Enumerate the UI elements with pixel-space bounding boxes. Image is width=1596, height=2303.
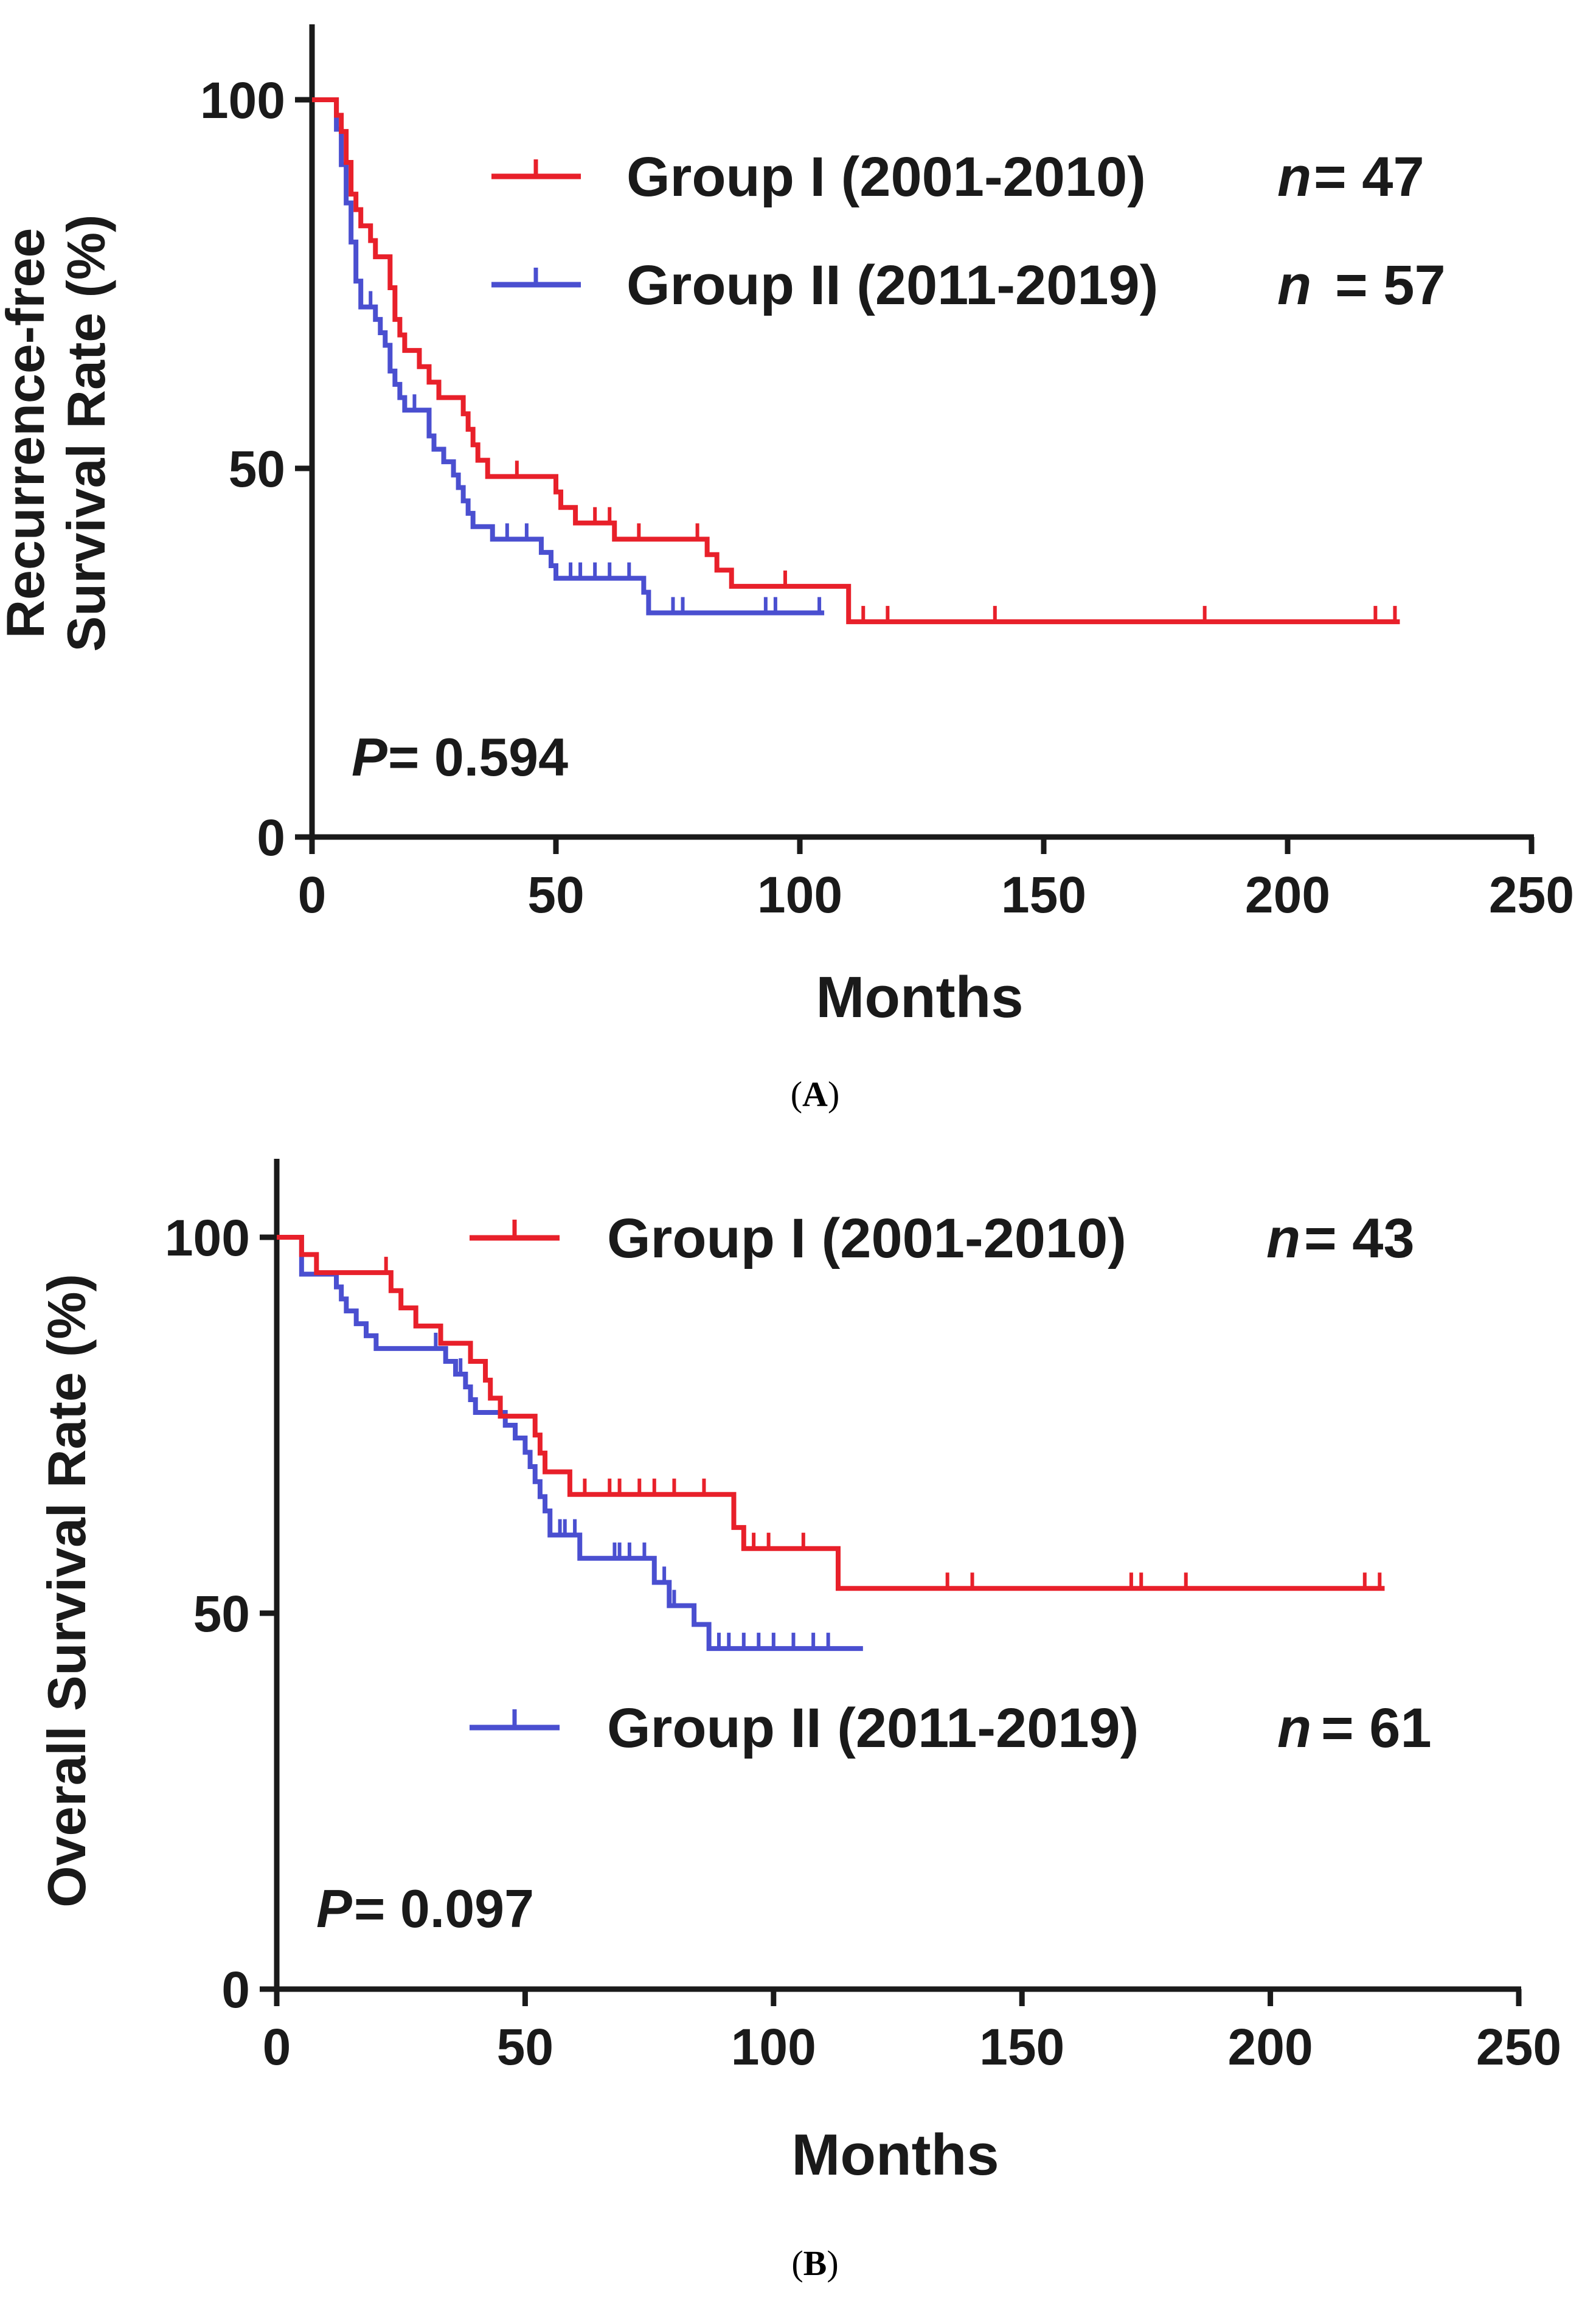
panel-b-curves	[277, 1235, 1385, 1652]
panel-b-y-tick-label: 100	[165, 1209, 250, 1266]
panel-a-legend: Group I (2001-2010) n = 47 Group II (201…	[491, 146, 1446, 316]
panel-a-km-curve-group1	[312, 97, 1400, 625]
panel-a-x-tick-label: 200	[1245, 866, 1330, 923]
panel-a-p-value: = 0.594	[388, 727, 568, 787]
panel-a-caption: (A)	[791, 1074, 840, 1114]
panel-a-x-tick-label: 50	[527, 866, 584, 923]
panel-b-y-tick-label: 0	[221, 1961, 250, 2018]
panel-a-y-tick-label: 50	[229, 440, 285, 498]
panel-b-caption-close: )	[827, 2243, 838, 2283]
panel-b-legend-n-value-group1: = 43	[1304, 1207, 1415, 1270]
panel-b-x-tick-label: 0	[263, 2018, 291, 2075]
panel-b-x-tick-label: 200	[1228, 2018, 1313, 2075]
panel-a-legend-n-symbol-group1: n	[1277, 146, 1311, 208]
panel-b-x-tick-label: 150	[979, 2018, 1064, 2075]
panel-b-y-tick-label: 50	[193, 1585, 250, 1642]
panel-a-caption-letter: A	[802, 1074, 828, 1114]
panel-b-xlabel: Months	[791, 2122, 999, 2187]
panel-b-ylabel: Overall Survival Rate (%)	[36, 1274, 97, 1908]
panel-b-legend: Group I (2001-2010) n = 43 Group II (201…	[470, 1207, 1432, 1759]
panel-a-y-tick-label: 100	[200, 72, 285, 129]
panel-b-x-tick-label: 100	[731, 2018, 816, 2075]
panel-a-km-curve-group2	[312, 97, 825, 616]
panel-a-y-tick-label: 0	[257, 809, 285, 866]
panel-b-caption-letter: B	[803, 2243, 827, 2283]
panel-a-x-tick-label: 150	[1001, 866, 1086, 923]
panel-a-legend-n-value-group2: = 57	[1335, 254, 1446, 316]
panel-b-caption: (B)	[791, 2243, 838, 2283]
panel-a-x-tick-label: 100	[757, 866, 842, 923]
panel-b-legend-label-group1: Group I (2001-2010)	[607, 1207, 1126, 1270]
panel-b-axes: 0 50 100 150 200 250 0 50 100	[165, 1159, 1561, 2075]
panel-a-x-tick-label: 0	[298, 866, 327, 923]
panel-a-caption-close: )	[828, 1074, 839, 1114]
panel-a-ylabel-line1: Recurrence-free	[0, 228, 55, 639]
panel-b-legend-n-symbol-group1: n	[1266, 1207, 1300, 1270]
panel-b-legend-label-group2: Group II (2011-2019)	[607, 1697, 1139, 1759]
panel-a-legend-label-group1: Group I (2001-2010)	[626, 146, 1146, 208]
panel-b-chart: Overall Survival Rate (%) 0 50 100 150 200 25…	[36, 1159, 1561, 2283]
panel-a-legend-n-value-group1: = 47	[1314, 146, 1424, 208]
panel-a-legend-n-symbol-group2: n	[1277, 254, 1311, 316]
panel-b-p-symbol: P	[316, 1878, 352, 1939]
panel-a-chart: Recurrence-free Survival Rate (%) 0 50 100…	[0, 24, 1574, 1114]
panel-a-legend-label-group2: Group II (2011-2019)	[626, 254, 1158, 316]
panel-a-p-symbol: P	[352, 727, 387, 787]
panel-a-caption-open: (	[791, 1074, 802, 1114]
panel-b-p-value: = 0.097	[354, 1878, 534, 1939]
panel-a-ylabel-line2: Survival Rate (%)	[56, 215, 116, 652]
panel-b-legend-n-symbol-group2: n	[1277, 1697, 1311, 1759]
panel-b-x-tick-label: 250	[1476, 2018, 1561, 2075]
panel-a-xlabel: Months	[816, 965, 1023, 1030]
panel-a-axes: 0 50 100 150 200 250 0 50 100	[200, 24, 1574, 923]
panel-b-legend-n-value-group2: = 61	[1321, 1697, 1432, 1759]
panel-b-km-curve-group1	[277, 1235, 1385, 1591]
panel-b-km-curve-group2	[277, 1235, 863, 1652]
panel-b-x-tick-label: 50	[497, 2018, 553, 2075]
panel-a-x-tick-label: 250	[1489, 866, 1574, 923]
panel-b-caption-open: (	[791, 2243, 803, 2283]
panel-a-curves	[312, 97, 1400, 625]
